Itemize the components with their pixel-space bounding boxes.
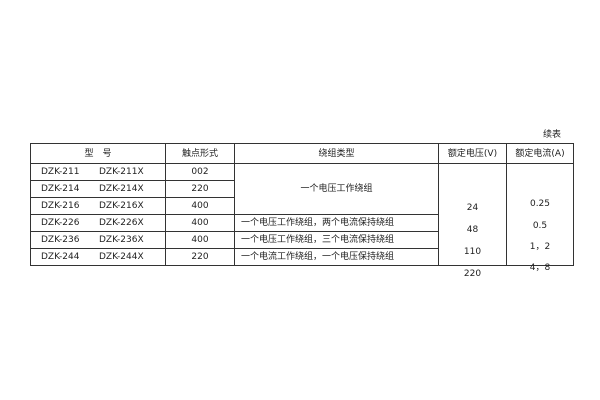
winding-cell: 一个电压工作绕组，两个电流保持绕组: [234, 214, 439, 232]
contact-cell: 220: [165, 248, 235, 266]
winding-cell-merged: 一个电压工作绕组: [234, 163, 439, 215]
current-cell-merged: 0.25 0.5 1，2 4，8: [506, 163, 574, 273]
model-a: DZK-214: [41, 184, 80, 194]
model-b: DZK-216X: [99, 201, 144, 211]
header-model: 型 号: [30, 143, 166, 164]
current-value: 0.5: [532, 221, 548, 231]
table-row: DZK-211 DZK-211X 002 一个电压工作绕组 24 48 110 2…: [30, 163, 574, 279]
model-b: DZK-244X: [99, 252, 144, 262]
model-b: DZK-226X: [99, 218, 144, 228]
contact-cell: 400: [165, 231, 235, 249]
model-b: DZK-211X: [99, 167, 144, 177]
current-value: 0.25: [529, 199, 551, 209]
model-cell: DZK-211 DZK-211X: [30, 163, 166, 181]
header-current: 额定电流(A): [506, 143, 574, 164]
model-a: DZK-236: [41, 235, 80, 245]
contact-cell: 220: [165, 180, 235, 198]
winding-cell: 一个电压工作绕组，三个电流保持绕组: [234, 231, 439, 249]
continued-label: 续表: [543, 130, 562, 140]
header-contact: 触点形式: [165, 143, 235, 164]
voltage-value: 48: [466, 225, 479, 235]
model-a: DZK-244: [41, 252, 80, 262]
model-a: DZK-216: [41, 201, 80, 211]
contact-cell: 002: [165, 163, 235, 181]
model-a: DZK-226: [41, 218, 80, 228]
model-a: DZK-211: [41, 167, 80, 177]
model-cell: DZK-226 DZK-226X: [30, 214, 166, 232]
model-b: DZK-236X: [99, 235, 144, 245]
contact-cell: 400: [165, 214, 235, 232]
voltage-value: 110: [463, 247, 482, 257]
table-row: DZK-244 DZK-244X 220 一个电流工作绕组，一个电压保持绕组: [30, 248, 574, 266]
winding-cell: 一个电流工作绕组，一个电压保持绕组: [234, 248, 439, 266]
table-row: DZK-216 DZK-216X 400: [30, 197, 574, 215]
model-cell: DZK-236 DZK-236X: [30, 231, 166, 249]
spec-table: 型 号 触点形式 绕组类型 额定电压(V) 额定电流(A) DZK-211 DZK…: [30, 143, 574, 279]
header-voltage: 额定电压(V): [438, 143, 507, 164]
model-cell: DZK-214 DZK-214X: [30, 180, 166, 198]
header-winding: 绕组类型: [234, 143, 439, 164]
voltage-value: 24: [466, 203, 479, 213]
current-value: 4，8: [529, 263, 551, 273]
current-value: 1，2: [529, 242, 551, 252]
contact-cell: 400: [165, 197, 235, 215]
voltage-cell-merged: 24 48 110 220: [438, 163, 507, 279]
model-cell: DZK-216 DZK-216X: [30, 197, 166, 215]
model-b: DZK-214X: [99, 184, 144, 194]
voltage-value: 220: [463, 269, 482, 279]
model-cell: DZK-244 DZK-244X: [30, 248, 166, 266]
header-row: 型 号 触点形式 绕组类型 额定电压(V) 额定电流(A): [30, 143, 574, 164]
